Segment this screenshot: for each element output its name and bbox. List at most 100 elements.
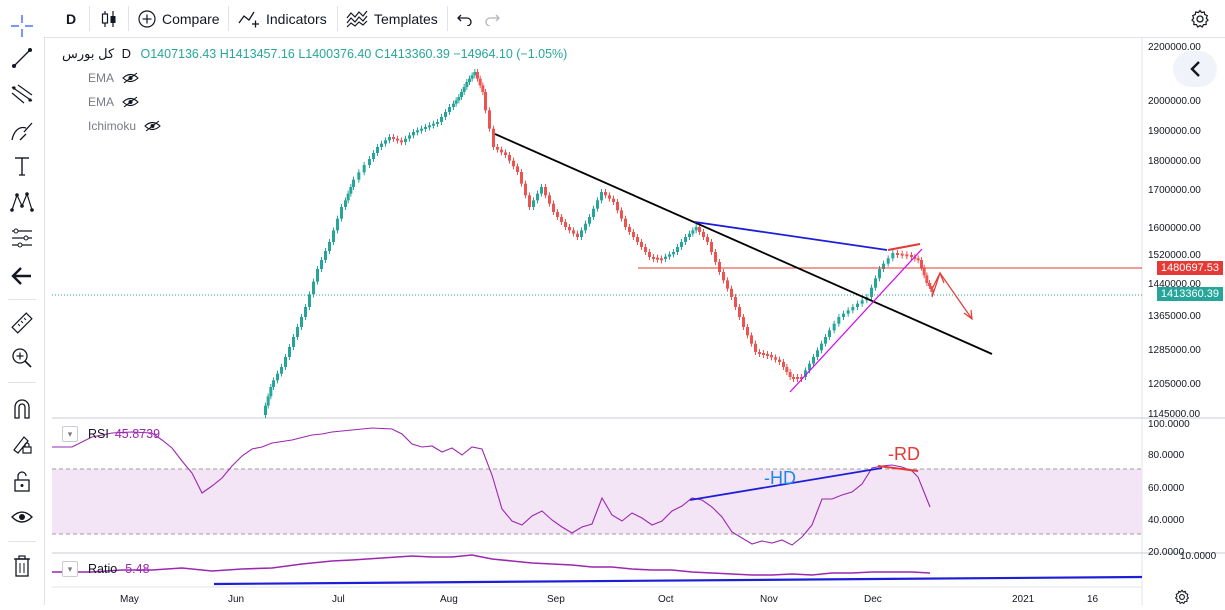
- candle-body: [412, 132, 415, 136]
- back-arrow-icon: [11, 267, 31, 285]
- candle-body: [616, 202, 619, 211]
- candle-body: [596, 200, 599, 209]
- candle-body: [762, 353, 765, 355]
- hidden-eye-icon[interactable]: [122, 72, 139, 84]
- indicator-ema-2[interactable]: EMA: [88, 95, 139, 109]
- time-tick-label: 2021: [1012, 594, 1035, 605]
- candle-body: [308, 294, 311, 307]
- price-tick-label: 1800000.00: [1148, 156, 1201, 167]
- redo-button[interactable]: [484, 0, 500, 37]
- top-toolbar: D Compare Indicators Templates: [0, 0, 1225, 38]
- indicators-button[interactable]: Indicators: [238, 0, 327, 37]
- interval-button[interactable]: D: [66, 0, 76, 37]
- candle-body: [504, 152, 507, 155]
- ratio-trend-line[interactable]: [213, 575, 1143, 586]
- candle-body: [344, 200, 347, 207]
- candle-body: [788, 372, 792, 377]
- candle-body: [424, 127, 427, 129]
- pattern-icon: [10, 192, 34, 212]
- remove-tool[interactable]: [8, 552, 36, 580]
- axis-settings-button[interactable]: [1174, 589, 1190, 610]
- rsi-band: [52, 469, 1142, 534]
- candle-body: [714, 252, 717, 262]
- candle-body: [636, 237, 639, 242]
- hidden-eye-icon[interactable]: [144, 120, 161, 132]
- rsi-rd-annotation[interactable]: -RD: [888, 444, 920, 464]
- candle-body: [460, 92, 463, 97]
- red-top-line[interactable]: [887, 243, 921, 251]
- forecast-tool[interactable]: [8, 224, 36, 252]
- compare-button[interactable]: Compare: [138, 0, 220, 37]
- indicator-ichimoku[interactable]: Ichimoku: [88, 119, 161, 133]
- indicators-icon: [238, 11, 259, 27]
- time-tick-label: Aug: [440, 594, 458, 605]
- rsi-hd-annotation[interactable]: -HD: [764, 468, 796, 488]
- collapse-panel-button[interactable]: [1173, 51, 1217, 87]
- trend-line-tool[interactable]: [8, 44, 36, 72]
- uptrend-channel-line[interactable]: [789, 248, 923, 393]
- lock-tool[interactable]: [8, 467, 36, 495]
- visibility-tool[interactable]: [8, 503, 36, 531]
- ruler-tool[interactable]: [8, 309, 36, 337]
- candle-body: [372, 153, 375, 159]
- candle-body: [264, 405, 267, 415]
- chart-area[interactable]: -HD -RD 2200000.00 2000000.00 1900000.00 18…: [52, 37, 1225, 605]
- candle-body: [922, 267, 926, 276]
- candle-body: [576, 233, 579, 237]
- chart-type-button[interactable]: [101, 0, 117, 37]
- candle-body: [870, 287, 873, 297]
- candle-body: [837, 317, 841, 324]
- lock-icon: [14, 471, 30, 492]
- collapse-ratio-button[interactable]: ▾: [62, 561, 78, 577]
- fib-icon: [11, 84, 33, 104]
- time-tick-label: May: [120, 594, 139, 605]
- candle-body: [300, 317, 303, 327]
- pattern-tool[interactable]: [8, 188, 36, 216]
- price-tick-label: 1600000.00: [1148, 223, 1201, 234]
- candle-body: [568, 227, 571, 231]
- brush-tool[interactable]: [8, 117, 36, 145]
- downtrend-line[interactable]: [494, 133, 993, 355]
- text-tool[interactable]: [8, 152, 36, 180]
- candle-body: [280, 367, 283, 374]
- indicator-ema-1[interactable]: EMA: [88, 71, 139, 85]
- candle-body: [734, 297, 737, 307]
- price-axis[interactable]: 2200000.00 2000000.00 1900000.00 1800000.00…: [1148, 42, 1201, 420]
- rsi-rd-line[interactable]: [877, 465, 919, 472]
- candle-body: [349, 187, 353, 194]
- ratio-line: [52, 554, 931, 576]
- candle-body: [388, 137, 391, 141]
- blue-trend-line[interactable]: [694, 221, 888, 251]
- time-tick-label: 16: [1087, 594, 1099, 605]
- toolbar-divider: [337, 6, 338, 31]
- chart-canvas[interactable]: -HD -RD 2200000.00 2000000.00 1900000.00 18…: [52, 37, 1225, 605]
- time-axis[interactable]: May Jun Jul Aug Sep Oct Nov Dec 2021 16: [120, 594, 1099, 605]
- candle-body: [288, 347, 291, 357]
- legend-open: O1407136.43: [140, 47, 217, 61]
- rsi-tick-label: 40.0000: [1148, 515, 1185, 526]
- symbol-name[interactable]: کل بورس: [62, 46, 115, 61]
- fib-tool[interactable]: [8, 80, 36, 108]
- candle-body: [544, 187, 547, 196]
- undo-button[interactable]: [457, 0, 473, 37]
- collapse-rsi-button[interactable]: ▾: [62, 426, 78, 442]
- stay-drawing-tool[interactable]: [8, 430, 36, 458]
- back-tool[interactable]: [8, 262, 36, 290]
- candle-body: [640, 242, 643, 247]
- candle-body: [600, 192, 603, 201]
- candle-body: [346, 193, 350, 201]
- candle-body: [444, 112, 447, 117]
- projection-arrow[interactable]: [931, 271, 973, 320]
- magnet-tool[interactable]: [8, 395, 36, 423]
- rsi-pane-title: ▾ RSI 45.8739: [62, 426, 160, 442]
- crosshair-tool[interactable]: [8, 12, 36, 40]
- settings-button[interactable]: [1190, 0, 1210, 37]
- candle-body: [336, 218, 339, 231]
- hidden-eye-icon[interactable]: [122, 96, 139, 108]
- rsi-divergence-line[interactable]: [689, 467, 883, 501]
- templates-button[interactable]: Templates: [346, 0, 438, 37]
- arrowhead: [931, 271, 945, 290]
- candle-body: [882, 263, 885, 269]
- zoom-tool[interactable]: [8, 344, 36, 372]
- candle-body: [828, 330, 831, 337]
